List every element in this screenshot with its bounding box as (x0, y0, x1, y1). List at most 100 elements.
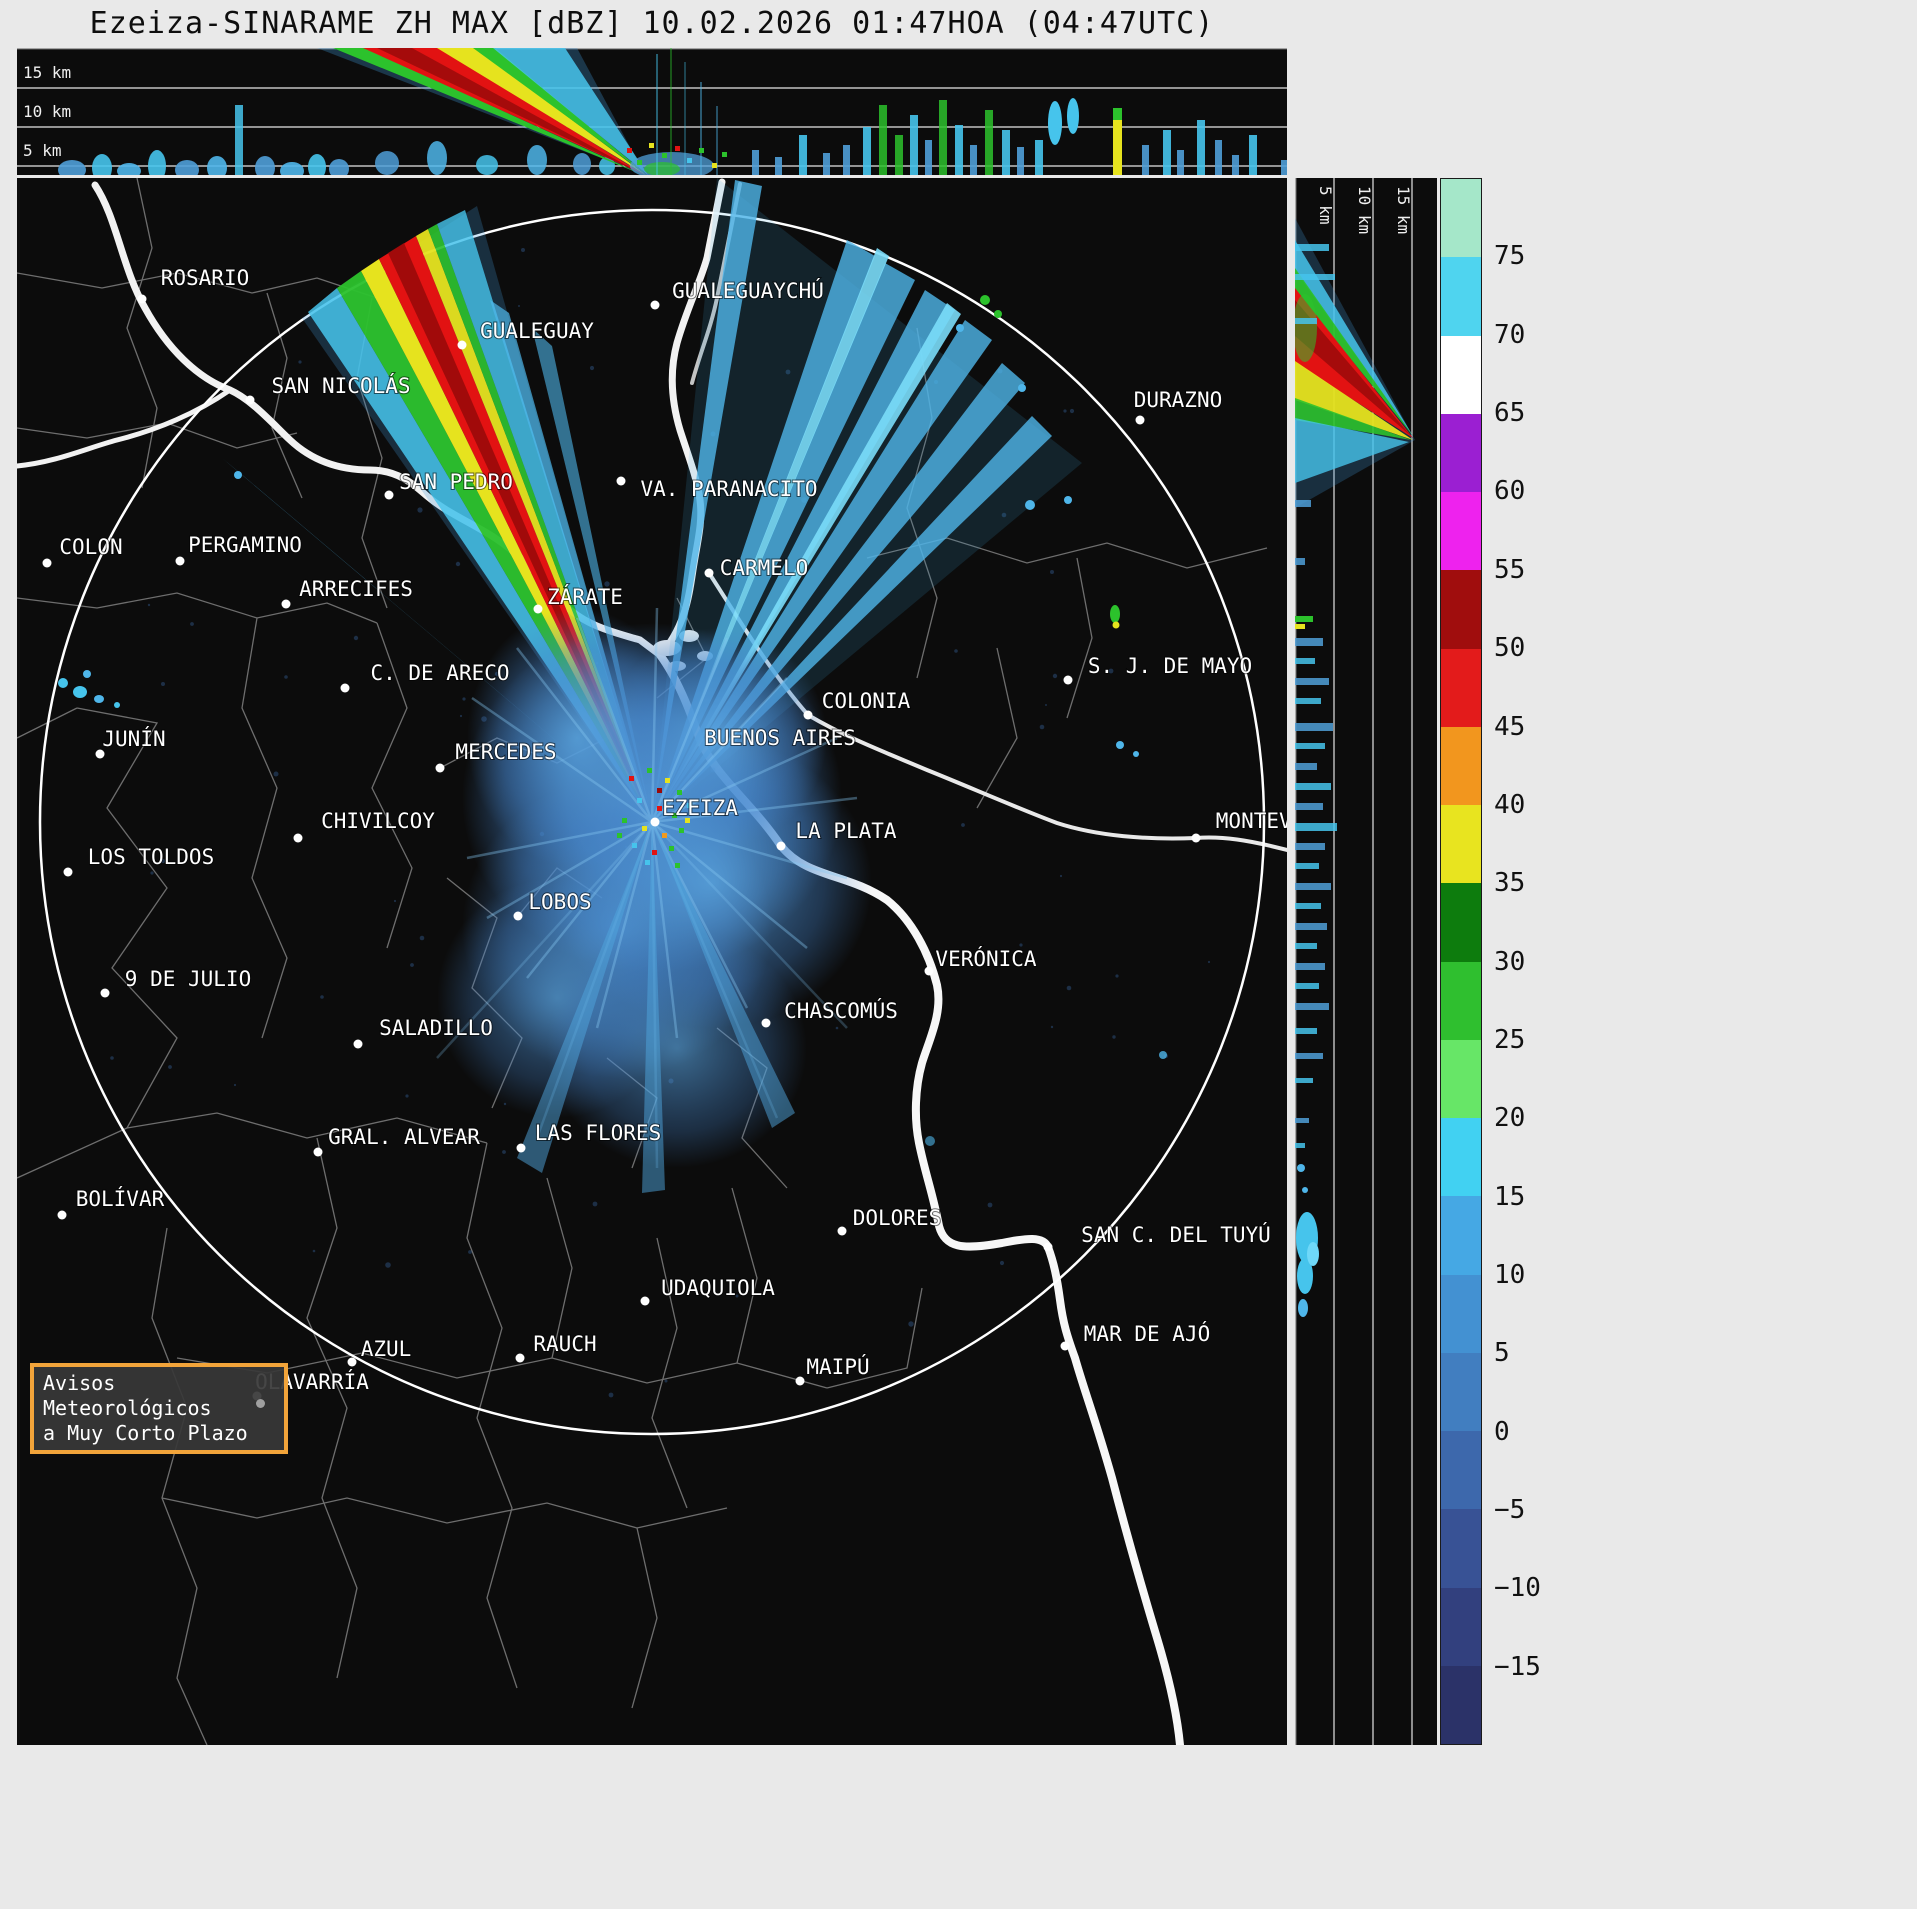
noise-dot (298, 360, 301, 363)
top-cross-section-panel: 15 km 10 km 5 km (17, 48, 1287, 175)
noise-dot (1045, 704, 1047, 706)
noise-dot (1112, 1035, 1115, 1038)
city-label: MAR DE AJÓ (1084, 1321, 1210, 1346)
colorbar-band (1441, 1040, 1481, 1118)
noise-dot (468, 1250, 472, 1254)
noise-dot (456, 562, 460, 566)
city-label: EZEIZA (662, 796, 738, 820)
noise-dot (908, 1321, 913, 1326)
city-dot-overlay (256, 1399, 265, 1408)
city-label: DURAZNO (1134, 388, 1223, 412)
footer: Servicio Meteorológico Nacional Argentin… (0, 1745, 1917, 1909)
city-dot (651, 301, 660, 310)
city-label: C. DE ARECO (370, 661, 509, 685)
noise-dot (354, 636, 358, 640)
colorbar-tick: 65 (1494, 398, 1525, 428)
product-title: Ezeiza-SINARAME ZH MAX [dBZ] 10.02.2026 … (17, 6, 1287, 41)
city-dot (246, 396, 255, 405)
colorbar-band (1441, 1431, 1481, 1509)
noise-dot (274, 772, 279, 777)
noise-dot (385, 1262, 391, 1268)
noise-dot (518, 305, 520, 307)
altitude-label-15km: 15 km (1394, 186, 1413, 234)
city-dot (314, 1148, 323, 1157)
noise-dot (320, 995, 324, 999)
city-dot (101, 989, 110, 998)
altitude-label-10km: 10 km (23, 102, 71, 121)
city-dot (348, 1358, 357, 1367)
city-dot (777, 842, 786, 851)
city-label: BUENOS AIRES (704, 726, 856, 750)
city-label: SAN PEDRO (399, 470, 513, 494)
city-label: COLONIA (822, 689, 911, 713)
city-dot (354, 1040, 363, 1049)
city-label: 9 DE JULIO (125, 967, 251, 991)
city-dot (641, 1297, 650, 1306)
noise-dot (110, 1056, 114, 1060)
city-label: LOS TOLDOS (88, 845, 214, 869)
noise-dot (1053, 674, 1057, 678)
colorbar-tick: 0 (1494, 1417, 1510, 1447)
noise-dot (150, 871, 153, 874)
noise-dot (148, 604, 150, 606)
colorbar-tick: 15 (1494, 1182, 1525, 1212)
noise-dot (988, 1203, 993, 1208)
city-dot (838, 1227, 847, 1236)
aviso-line2: a Muy Corto Plazo (43, 1421, 275, 1446)
city-dot (341, 684, 350, 693)
city-label: S. J. DE MAYO (1088, 654, 1252, 678)
aviso-meteorologico-badge[interactable]: Avisos Meteorológicos a Muy Corto Plazo (30, 1363, 288, 1454)
city-dot (617, 477, 626, 486)
colorbar-tick: 40 (1494, 790, 1525, 820)
city-dot (436, 764, 445, 773)
city-label: GRAL. ALVEAR (328, 1125, 480, 1149)
city-label: PERGAMINO (188, 533, 302, 557)
city-label: SAN C. DEL TUYÚ (1081, 1222, 1271, 1247)
colorbar-tick: −5 (1494, 1495, 1525, 1525)
noise-dot (410, 963, 414, 967)
noise-dot (1067, 986, 1072, 991)
city-label: ARRECIFES (299, 577, 413, 601)
colorbar-tick: 45 (1494, 712, 1525, 742)
city-label: CHIVILCOY (321, 809, 435, 833)
city-dot (1061, 1342, 1070, 1351)
noise-dot (590, 366, 594, 370)
city-label: MERCEDES (455, 740, 556, 764)
noise-dot (462, 697, 465, 700)
city-label: LAS FLORES (535, 1121, 661, 1145)
radar-product: Ezeiza-SINARAME ZH MAX [dBZ] 10.02.2026 … (0, 0, 1917, 1909)
city-label: LOBOS (528, 890, 591, 914)
colorbar-band (1441, 179, 1481, 257)
city-dot (1136, 416, 1145, 425)
colorbar-band (1441, 805, 1481, 883)
altitude-label-5km: 5 km (23, 141, 62, 160)
noise-dot (593, 1202, 598, 1207)
colorbar-band (1441, 1275, 1481, 1353)
colorbar-band (1441, 1509, 1481, 1587)
colorbar-tick: 20 (1494, 1103, 1525, 1133)
colorbar-tick: 50 (1494, 633, 1525, 663)
city-dot (64, 868, 73, 877)
noise-dot (1070, 409, 1074, 413)
city-label: ROSARIO (161, 266, 250, 290)
city-dot (43, 559, 52, 568)
city-dot (925, 967, 934, 976)
noise-dot (1208, 961, 1210, 963)
noise-dot (284, 675, 288, 679)
colorbar-tick: 10 (1494, 1260, 1525, 1290)
city-dot (1064, 676, 1073, 685)
city-label: CARMELO (720, 556, 809, 580)
right-cross-section-panel: 5 km 10 km 15 km (1295, 178, 1437, 1745)
noise-dot (405, 1094, 408, 1097)
noise-dot (394, 900, 396, 902)
noise-dot (665, 1380, 668, 1383)
colorbar-tick: 60 (1494, 476, 1525, 506)
noise-dot (1040, 725, 1045, 730)
noise-dot (161, 682, 165, 686)
city-dot (517, 1144, 526, 1153)
colorbar-band (1441, 492, 1481, 570)
colorbar-band (1441, 336, 1481, 414)
colorbar-band (1441, 727, 1481, 805)
city-label: VERÓNICA (935, 946, 1037, 971)
city-label: VA. PARANACITO (640, 477, 817, 501)
